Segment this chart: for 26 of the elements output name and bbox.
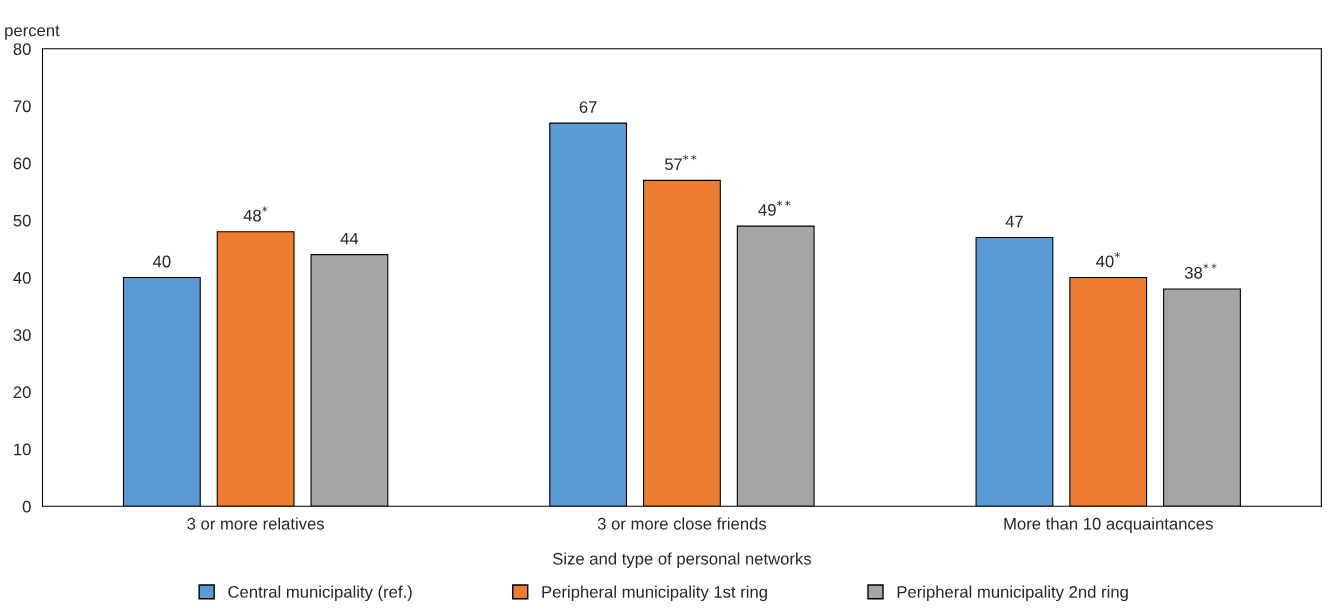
data-label: 67: [579, 101, 597, 113]
y-tick-label: 80: [13, 43, 31, 55]
data-label: 48$^{*}$: [243, 206, 268, 222]
y-axis-title: percent: [5, 25, 60, 40]
data-label: 49$^{**}$: [758, 200, 791, 216]
y-tick-label: 20: [13, 386, 31, 399]
legend-label: Central municipality (ref.): [228, 585, 412, 602]
y-tick-label: 30: [13, 329, 31, 341]
y-tick-label: 60: [13, 157, 31, 170]
x-tick-label: More than 10 acquaintances: [1004, 517, 1213, 533]
data-label: 40$^{*}$: [1096, 252, 1120, 268]
data-label: 44: [340, 232, 359, 245]
y-tick-label: 0: [22, 500, 31, 513]
legend-label: Peripheral municipality 1st ring: [542, 585, 767, 602]
y-tick-label: 70: [13, 100, 31, 113]
data-label: 38$^{**}$: [1184, 263, 1217, 279]
data-label: 40: [152, 255, 171, 268]
y-tick-label: 40: [13, 271, 31, 284]
x-tick-label: 3 or more close friends: [597, 517, 767, 530]
y-tick-label: 50: [13, 214, 31, 227]
x-axis-title: Size and type of personal networks: [552, 552, 812, 568]
data-label: 47: [1005, 215, 1023, 228]
y-tick-label: 10: [14, 443, 31, 456]
x-tick-label: 3 or more relatives: [187, 517, 325, 530]
legend-label: Peripheral municipality 2nd ring: [897, 585, 1128, 602]
data-label: 57$^{**}$: [665, 154, 697, 171]
